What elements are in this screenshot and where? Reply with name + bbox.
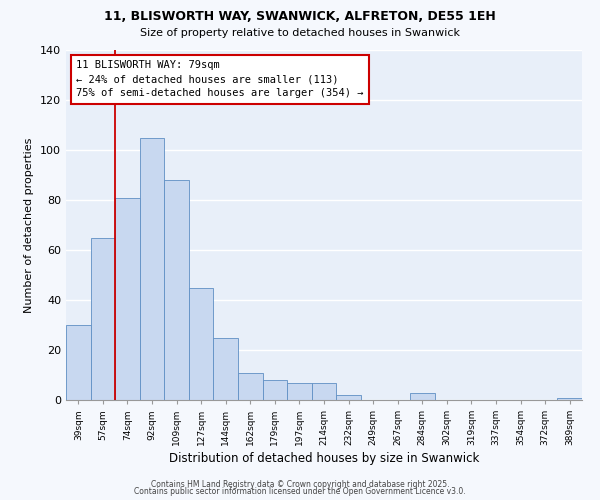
Bar	[91, 238, 115, 400]
Text: 11, BLISWORTH WAY, SWANWICK, ALFRETON, DE55 1EH: 11, BLISWORTH WAY, SWANWICK, ALFRETON, D…	[104, 10, 496, 23]
X-axis label: Distribution of detached houses by size in Swanwick: Distribution of detached houses by size …	[169, 452, 479, 466]
Text: Contains public sector information licensed under the Open Government Licence v3: Contains public sector information licen…	[134, 488, 466, 496]
Bar	[238, 372, 263, 400]
Text: Size of property relative to detached houses in Swanwick: Size of property relative to detached ho…	[140, 28, 460, 38]
Bar	[164, 180, 189, 400]
Text: 11 BLISWORTH WAY: 79sqm
← 24% of detached houses are smaller (113)
75% of semi-d: 11 BLISWORTH WAY: 79sqm ← 24% of detache…	[76, 60, 364, 98]
Y-axis label: Number of detached properties: Number of detached properties	[25, 138, 34, 312]
Bar	[115, 198, 140, 400]
Bar	[410, 392, 434, 400]
Bar	[312, 382, 336, 400]
Text: Contains HM Land Registry data © Crown copyright and database right 2025.: Contains HM Land Registry data © Crown c…	[151, 480, 449, 489]
Bar	[336, 395, 361, 400]
Bar	[214, 338, 238, 400]
Bar	[66, 325, 91, 400]
Bar	[263, 380, 287, 400]
Bar	[140, 138, 164, 400]
Bar	[189, 288, 214, 400]
Bar	[287, 382, 312, 400]
Bar	[557, 398, 582, 400]
